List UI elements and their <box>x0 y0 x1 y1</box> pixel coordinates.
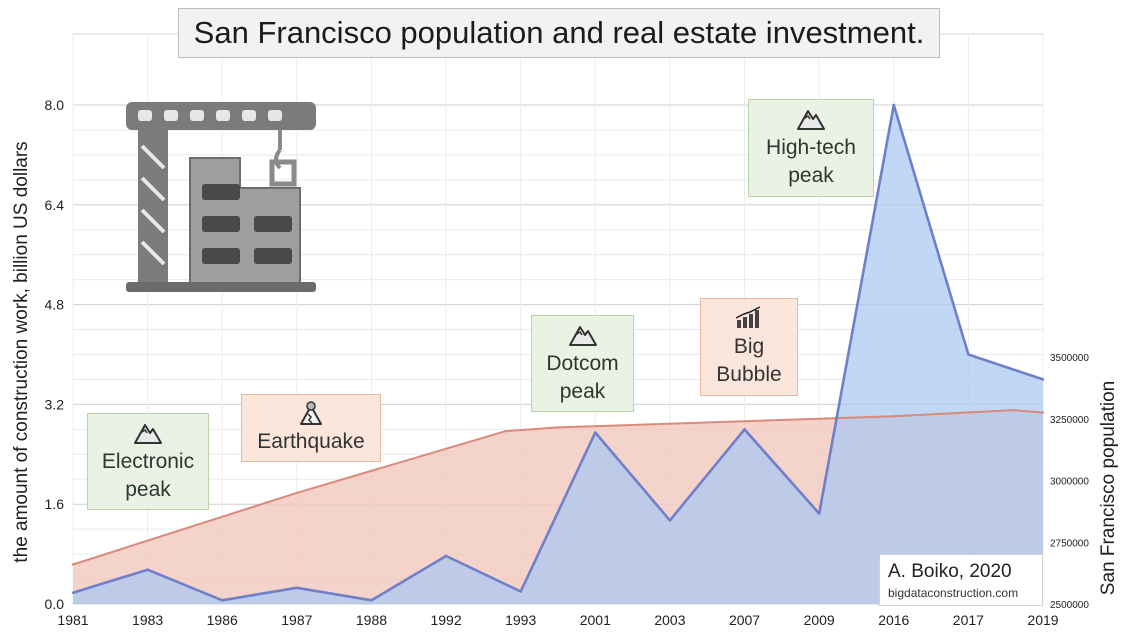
x-axis-ticks: 1981 1983 1986 1987 1988 1992 1993 2001 2003 2007… <box>57 612 1058 628</box>
construction-point <box>668 519 672 522</box>
construction-point <box>892 103 895 107</box>
y-tick-label: 8.0 <box>45 97 65 113</box>
y2-tick-label: 2750000 <box>1050 538 1089 549</box>
annotation-big-bubble: Big Bubble <box>700 298 798 396</box>
mountain-peak-icon <box>797 110 825 130</box>
annotation-line: peak <box>788 164 834 187</box>
population-point <box>71 563 75 566</box>
x-tick-label: 2019 <box>1027 612 1058 628</box>
mountain-peak-icon <box>568 325 597 346</box>
annotation-line: Big <box>733 335 765 358</box>
annotation-earthquake: Earthquake <box>241 394 381 462</box>
credit-box: A. Boiko, 2020 bigdataconstruction.com <box>879 554 1043 606</box>
construction-point <box>71 591 75 594</box>
population-point <box>1041 411 1045 414</box>
population-point <box>556 426 560 429</box>
mountain-peak-icon <box>134 423 162 444</box>
x-tick-label: 2017 <box>953 612 984 628</box>
x-tick-label: 1986 <box>207 612 238 628</box>
x-tick-label: 2003 <box>654 612 685 628</box>
construction-point <box>817 512 821 515</box>
population-point <box>295 491 299 495</box>
construction-point <box>1041 378 1045 381</box>
x-tick-label: 2009 <box>804 612 835 628</box>
y-axis-label: the amount of construction work, billion… <box>11 141 32 563</box>
annotation-dotcom-peak: Dotcom peak <box>531 315 634 412</box>
rising-buildings-icon <box>735 306 761 328</box>
credit-author: A. Boiko, 2020 <box>888 561 1012 582</box>
annotation-line: High-tech <box>766 136 856 159</box>
construction-point <box>146 568 149 571</box>
population-point <box>504 429 507 433</box>
y-tick-label: 6.4 <box>45 197 65 213</box>
y2-tick-label: 3250000 <box>1050 415 1089 426</box>
annotation-electronic-peak: Electronic peak <box>87 413 209 510</box>
y-tick-label: 0.0 <box>45 596 65 612</box>
annotation-line: Bubble <box>716 363 782 386</box>
construction-point <box>444 554 448 558</box>
x-tick-label: 1988 <box>356 612 387 628</box>
y2-axis-label: San Francisco population <box>1098 380 1119 596</box>
y2-tick-label: 3000000 <box>1050 477 1089 488</box>
series-lines <box>71 103 1045 602</box>
left-axis-ticks: 0.0 1.6 3.2 4.8 6.4 8.0 <box>45 97 65 612</box>
annotation-line: peak <box>125 477 171 501</box>
y-tick-label: 1.6 <box>45 496 65 512</box>
x-tick-label: 1992 <box>430 612 461 628</box>
construction-point <box>295 586 299 589</box>
y-tick-label: 4.8 <box>45 297 65 313</box>
construction-line <box>72 103 1044 602</box>
credit-site: bigdataconstruction.com <box>888 586 1019 600</box>
annotation-line: peak <box>559 379 606 403</box>
annotation-high-tech-peak: High-tech peak <box>748 99 874 197</box>
right-axis-ticks: 2500000 2750000 3000000 3250000 3500000 <box>1050 353 1089 611</box>
x-tick-label: 1981 <box>57 612 88 628</box>
construction-point <box>221 599 224 602</box>
y-tick-label: 3.2 <box>45 396 65 412</box>
construction-crane-icon <box>126 102 316 292</box>
construction-point <box>594 431 597 434</box>
earthquake-icon <box>300 401 322 425</box>
x-tick-label: 1987 <box>281 612 312 628</box>
annotation-line: Earthquake <box>257 430 365 453</box>
construction-point <box>370 599 373 602</box>
annotation-line: Electronic <box>101 449 195 473</box>
x-tick-label: 2001 <box>580 612 611 628</box>
x-tick-label: 2007 <box>729 612 760 628</box>
y2-tick-label: 2500000 <box>1050 600 1089 611</box>
y2-tick-label: 3500000 <box>1050 353 1089 364</box>
population-point <box>1011 408 1015 412</box>
chart-title: San Francisco population and real estate… <box>178 8 940 58</box>
population-point <box>892 415 895 418</box>
x-tick-label: 1983 <box>132 612 163 628</box>
annotation-line: Dotcom <box>546 351 619 375</box>
x-tick-label: 1993 <box>505 612 536 628</box>
construction-point <box>519 590 522 593</box>
x-tick-label: 2016 <box>878 612 909 628</box>
construction-point <box>967 353 970 356</box>
construction-point <box>743 428 746 431</box>
